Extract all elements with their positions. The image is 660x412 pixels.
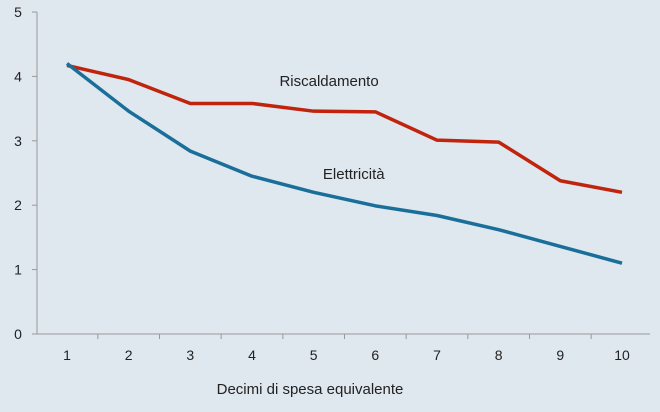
x-tick-label: 6 (371, 347, 379, 363)
y-tick-label: 3 (14, 133, 22, 149)
x-tick-label: 10 (614, 347, 630, 363)
x-tick-label: 3 (186, 347, 194, 363)
series-line-riscaldamento (66, 63, 623, 195)
x-tick-label: 8 (495, 347, 503, 363)
y-tick-label: 4 (14, 68, 22, 84)
x-axis-ticks: 1 2 3 4 5 6 7 8 9 10 (63, 334, 630, 363)
x-tick-label: 2 (125, 347, 133, 363)
x-tick-label: 9 (556, 347, 564, 363)
series-line-elettricita (65, 62, 623, 265)
y-tick-label: 2 (14, 197, 22, 213)
y-tick-label: 1 (14, 262, 22, 278)
series-lines (65, 62, 623, 265)
series-label-elettricita: Elettricità (323, 166, 385, 183)
y-tick-label: 5 (14, 4, 22, 20)
y-axis-ticks: 0 1 2 3 4 5 (14, 4, 37, 342)
x-tick-label: 1 (63, 347, 71, 363)
x-tick-label: 7 (433, 347, 441, 363)
series-label-riscaldamento: Riscaldamento (279, 73, 378, 90)
x-tick-label: 5 (310, 347, 318, 363)
x-axis-title: Decimi di spesa equivalente (217, 381, 404, 398)
y-tick-label: 0 (14, 326, 22, 342)
axes (36, 12, 650, 335)
series-labels: Riscaldamento Elettricità (279, 73, 385, 183)
x-tick-label: 4 (248, 347, 256, 363)
